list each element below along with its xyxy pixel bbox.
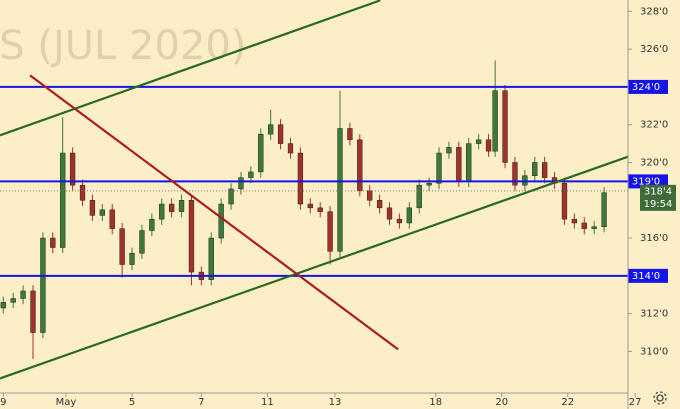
candle-body xyxy=(238,177,244,190)
candle-body xyxy=(139,230,145,254)
y-tick-label: 326'0 xyxy=(640,44,668,55)
candle-body xyxy=(69,152,76,186)
trend-line xyxy=(29,74,399,351)
candle-body xyxy=(532,162,538,176)
candle-body xyxy=(456,147,462,182)
candle-body xyxy=(159,203,165,220)
x-tick-label: 11 xyxy=(261,397,274,408)
trend-line xyxy=(0,155,628,380)
candle-body xyxy=(297,152,304,205)
candle-body xyxy=(317,207,323,212)
candle-body xyxy=(426,183,432,186)
axes: 310'0 312'0 316'0 320'0 322'0 326'0 328'0 9 May 5… xyxy=(0,6,676,408)
candle-body xyxy=(99,209,105,216)
x-tick-label: 7 xyxy=(198,397,204,408)
y-tick-label: 316'0 xyxy=(640,233,668,244)
countdown: 19:54 xyxy=(644,199,673,210)
candle-body xyxy=(386,207,393,220)
candle-body xyxy=(591,226,597,229)
y-tick-label: 312'0 xyxy=(640,309,668,320)
candle-body xyxy=(396,218,403,224)
y-tick-label: 320'0 xyxy=(640,157,668,168)
candle-body xyxy=(89,200,96,216)
level-label: 324'0 xyxy=(632,82,660,93)
settings-icon[interactable] xyxy=(653,391,667,405)
last-price-box xyxy=(640,184,676,211)
candle-body xyxy=(571,218,578,224)
y-tick-label: 322'0 xyxy=(640,120,668,131)
candle-body xyxy=(492,90,498,152)
trend-line xyxy=(0,0,381,137)
candle-body xyxy=(149,218,155,231)
candle-body xyxy=(327,211,333,252)
candle-body xyxy=(512,162,518,186)
candle-body xyxy=(485,139,492,152)
candle-body xyxy=(10,298,16,303)
x-tick-label: 18 xyxy=(429,397,442,408)
candle-body xyxy=(188,200,195,273)
candle-body xyxy=(502,90,508,163)
candle-body xyxy=(367,190,373,201)
level-label-box xyxy=(628,79,668,94)
candle-body xyxy=(337,128,343,252)
candle-body xyxy=(416,184,422,209)
candle-body xyxy=(129,252,135,265)
candle-body xyxy=(581,222,587,229)
x-tick-label: 27 xyxy=(629,397,642,408)
candle-body xyxy=(268,124,274,135)
candle-body xyxy=(50,237,56,248)
candle-body xyxy=(287,143,294,154)
x-tick-label: 22 xyxy=(561,397,574,408)
candle-body xyxy=(436,152,442,184)
candle-body xyxy=(119,228,125,265)
candle-body xyxy=(20,290,26,299)
candle-body xyxy=(169,203,175,212)
y-tick-label: 310'0 xyxy=(640,346,668,357)
candle-body xyxy=(376,200,383,209)
candle-body xyxy=(446,147,452,154)
candle-body xyxy=(109,209,115,229)
last-price-label: 318'4 xyxy=(644,186,672,197)
candle-body xyxy=(542,162,548,178)
x-tick-label: 13 xyxy=(329,397,342,408)
level-label: 319'0 xyxy=(632,176,660,187)
candle-body xyxy=(228,188,234,205)
level-label: 314'0 xyxy=(632,271,660,282)
candle-body xyxy=(357,139,363,192)
x-tick-label: 5 xyxy=(129,397,135,408)
candle-body xyxy=(307,203,313,209)
plot-area xyxy=(0,0,628,380)
candle-body xyxy=(466,143,472,182)
x-tick-label: 20 xyxy=(495,397,508,408)
candle-body xyxy=(79,184,86,201)
candle-body xyxy=(258,133,264,173)
candle-body xyxy=(406,207,412,224)
candle-body xyxy=(40,237,46,333)
level-label-box xyxy=(628,268,668,283)
candle-body xyxy=(218,203,224,239)
y-tick-label: 328'0 xyxy=(640,6,668,17)
candle-body xyxy=(248,171,254,178)
candle-body xyxy=(30,290,36,333)
candle-body xyxy=(561,183,568,220)
candle-body xyxy=(208,237,214,280)
candle-body xyxy=(60,152,66,248)
candle-body xyxy=(277,124,284,144)
candle-body xyxy=(0,302,6,309)
candle-body xyxy=(347,128,353,141)
candle-body xyxy=(601,192,607,227)
candle-body xyxy=(475,139,482,144)
x-tick-label: May xyxy=(56,397,77,408)
x-tick-label: 9 xyxy=(0,397,6,408)
candle-body xyxy=(178,200,185,212)
